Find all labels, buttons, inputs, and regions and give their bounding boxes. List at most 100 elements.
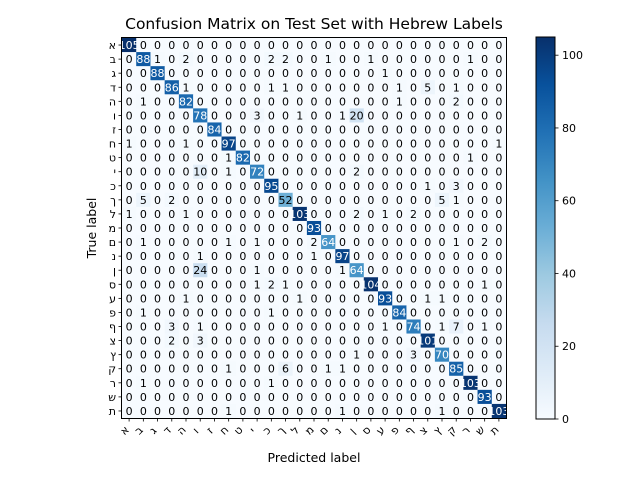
cell-value-label: 0	[268, 39, 275, 52]
matrix-cell	[306, 361, 322, 377]
cell-value-label: 0	[197, 81, 204, 94]
cell-value-label: 0	[353, 335, 360, 348]
matrix-cell	[250, 206, 265, 222]
matrix-cell	[122, 347, 137, 363]
cell-value-label: 0	[211, 67, 218, 80]
matrix-cell	[292, 164, 308, 180]
cell-value-label: 0	[254, 138, 261, 151]
matrix-cell	[491, 403, 507, 419]
matrix-cell	[491, 361, 507, 377]
matrix-cell	[264, 249, 279, 264]
cell-value-label: 0	[424, 109, 431, 122]
cell-value-label: 0	[168, 166, 175, 179]
matrix-cell	[221, 192, 237, 208]
cell-value-label: 0	[311, 194, 318, 207]
matrix-cell	[235, 235, 251, 250]
matrix-cell	[193, 122, 208, 137]
cell-value-label: 0	[282, 180, 289, 193]
x-tick-label: ג	[147, 424, 160, 437]
cell-value-label: 0	[467, 391, 474, 404]
cell-value-label: 0	[353, 138, 360, 151]
cell-value-label: 0	[382, 123, 389, 136]
cell-value-label: 2	[282, 53, 289, 66]
matrix-cell	[250, 249, 265, 264]
matrix-cell	[420, 94, 436, 109]
matrix-cell	[491, 94, 507, 109]
matrix-cell	[164, 389, 180, 405]
matrix-cell	[463, 136, 478, 151]
matrix-cell	[292, 333, 308, 348]
matrix-cell	[136, 136, 151, 151]
cell-value-label: 0	[183, 152, 190, 165]
matrix-cell	[122, 361, 137, 377]
matrix-cell	[363, 277, 379, 292]
y-tick-label: ש	[108, 391, 116, 404]
cell-value-label: 0	[367, 306, 374, 319]
matrix-cell	[349, 277, 365, 292]
cell-value-label: 0	[183, 236, 190, 249]
cell-value-label: 0	[239, 166, 246, 179]
matrix-cell	[122, 192, 137, 208]
matrix-cell	[278, 164, 293, 180]
cell-value-label: 0	[239, 349, 246, 362]
matrix-cell	[306, 122, 322, 137]
matrix-cell	[164, 235, 180, 250]
matrix-cell	[264, 150, 279, 165]
matrix-cell	[178, 347, 194, 363]
cell-value-label: 1	[268, 306, 275, 319]
cell-value-label: 0	[424, 123, 431, 136]
matrix-cell	[164, 277, 180, 292]
cell-value-label: 5	[140, 194, 147, 207]
cell-value-label: 0	[453, 222, 460, 235]
cell-value-label: 85	[449, 363, 463, 376]
cell-value-label: 0	[481, 405, 488, 418]
cell-value-label: 0	[439, 377, 446, 390]
matrix-cell	[122, 249, 137, 264]
matrix-cell	[150, 375, 165, 391]
cell-value-label: 0	[211, 250, 218, 263]
matrix-cell	[392, 206, 407, 222]
cell-value-label: 0	[154, 180, 161, 193]
matrix-cell	[278, 263, 293, 278]
matrix-cell	[278, 403, 293, 419]
matrix-cell	[406, 164, 421, 180]
matrix-cell	[463, 361, 478, 377]
cell-value-label: 93	[378, 292, 392, 305]
matrix-cell	[278, 136, 293, 151]
matrix-cell	[363, 66, 379, 81]
matrix-cell	[392, 164, 407, 180]
matrix-cell	[321, 94, 336, 109]
cell-value-label: 0	[481, 306, 488, 319]
matrix-cell	[164, 361, 180, 377]
matrix-cell	[406, 333, 421, 348]
matrix-cell	[321, 150, 336, 165]
matrix-cell	[278, 150, 293, 165]
cell-value-label: 0	[296, 53, 303, 66]
matrix-cell	[363, 164, 379, 180]
matrix-cell	[292, 52, 308, 67]
cell-value-label: 0	[183, 363, 190, 376]
cell-value-label: 0	[168, 123, 175, 136]
matrix-cell	[420, 375, 436, 391]
matrix-cell	[306, 403, 322, 419]
colorbar-tick-label: 100	[562, 49, 583, 62]
matrix-cell	[178, 263, 194, 278]
cell-value-label: 0	[495, 292, 502, 305]
matrix-cell	[178, 249, 194, 264]
cell-value-label: 0	[183, 222, 190, 235]
matrix-cell	[164, 220, 180, 236]
cell-value-label: 0	[168, 53, 175, 66]
matrix-cell	[235, 52, 251, 67]
cell-value-label: 0	[495, 152, 502, 165]
matrix-cell	[306, 66, 322, 81]
cell-value-label: 0	[439, 222, 446, 235]
cell-value-label: 0	[424, 53, 431, 66]
matrix-cell	[434, 249, 450, 264]
matrix-cell	[306, 220, 322, 236]
matrix-cell	[335, 389, 350, 405]
x-tick-label: ק	[444, 423, 459, 438]
matrix-cell	[392, 150, 407, 165]
matrix-cell	[349, 80, 365, 95]
matrix-cell	[122, 80, 137, 95]
